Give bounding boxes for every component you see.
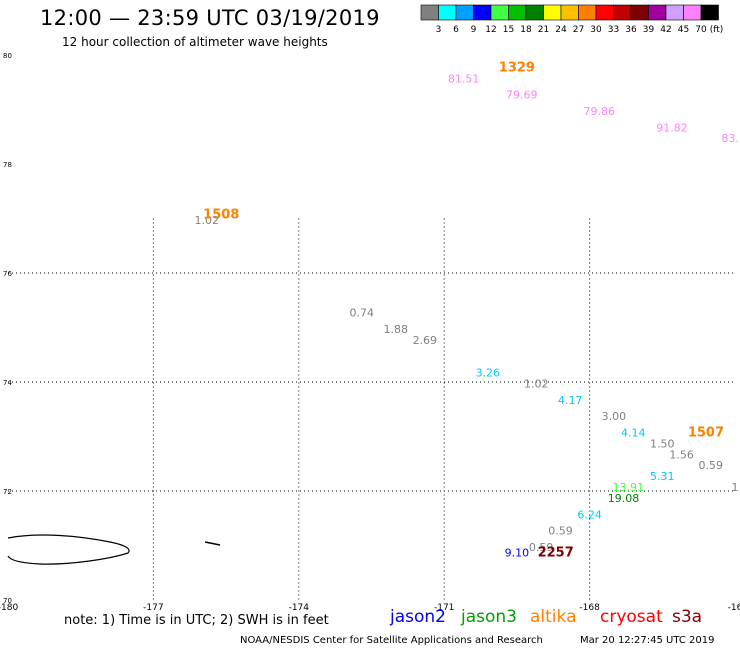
- colorbar-label: 12: [485, 25, 496, 35]
- wave-height-point: 4.14: [621, 427, 646, 440]
- colorbar-label: 45: [678, 25, 689, 35]
- colorbar-label: 24: [555, 25, 567, 35]
- legend-s3a: s3a: [672, 607, 703, 627]
- pass-time-label: 1508: [203, 208, 239, 223]
- x-tick-label: -177: [143, 603, 163, 613]
- wave-height-point: 4.17: [558, 394, 583, 407]
- legend-altika: altika: [530, 607, 577, 627]
- coastline-island: [7, 534, 130, 565]
- colorbar-label: 6: [453, 25, 459, 35]
- wave-height-point: 91.82: [656, 121, 688, 134]
- x-tick-label: -168: [579, 603, 600, 613]
- colorbar-label: 15: [503, 25, 514, 35]
- wave-height-point: 1.50: [650, 437, 675, 450]
- y-tick-label: 78: [3, 161, 12, 169]
- footer-note: note: 1) Time is in UTC; 2) SWH is in fe…: [64, 613, 329, 628]
- wave-height-point: 79.86: [584, 105, 616, 118]
- wave-height-point: 1.02: [194, 214, 219, 227]
- colorbar-label: 3: [436, 25, 442, 35]
- colorbar-label: 9: [471, 25, 477, 35]
- y-tick-label: 72: [3, 488, 12, 496]
- wave-height-point: 3.26: [476, 367, 501, 380]
- colorbar-label: 30: [590, 25, 602, 35]
- legend-jason2: jason2: [390, 607, 446, 627]
- colorbar-label: 27: [573, 25, 584, 35]
- wave-height-point: 1: [732, 481, 739, 494]
- wave-height-point: 0.59: [699, 459, 724, 472]
- colorbar-swatch: [700, 4, 719, 21]
- colorbar-label: 39: [643, 25, 655, 35]
- x-tick-label: -180: [0, 603, 18, 613]
- map-plot: -180 -177 -174 -171 -168 -16 70 72 74 76 78 80 81.51…: [0, 52, 740, 613]
- chart-title: 12:00 — 23:59 UTC 03/19/2019: [40, 6, 380, 30]
- wave-height-point: 2.69: [413, 334, 438, 347]
- colorbar-label: 36: [625, 25, 637, 35]
- wave-height-point: 81.51: [448, 72, 480, 85]
- legend-cryosat: cryosat: [600, 607, 663, 627]
- wave-height-point: 0.74: [350, 307, 375, 320]
- colorbar-label: 33: [608, 25, 619, 35]
- footer-credit: NOAA/NESDIS Center for Satellite Applica…: [240, 635, 543, 646]
- wave-height-point: 5.31: [650, 470, 675, 483]
- wave-height-point: 9.10: [505, 546, 530, 559]
- pass-time-label: 1329: [499, 60, 535, 75]
- wave-height-point: 1.56: [669, 448, 694, 461]
- wave-height-point: 13.91: [613, 481, 645, 494]
- wave-height-point: 0.59: [529, 541, 554, 554]
- colorbar-legend: 3 6 9 12 15 18 21 24 27 30 33 36 39 42 45 70 (ft): [420, 4, 724, 35]
- wave-height-point: 3.00: [602, 410, 627, 423]
- colorbar-unit-label: (ft): [710, 25, 724, 35]
- coastline-islet: [204, 541, 221, 546]
- y-tick-label: 70: [3, 597, 12, 605]
- y-tick-label: 74: [3, 379, 12, 387]
- wave-height-point: 0.59: [548, 525, 573, 538]
- wave-height-point: 1.88: [383, 323, 408, 336]
- x-tick-label: -16: [728, 603, 740, 613]
- y-tick-label: 80: [3, 52, 12, 60]
- wave-height-point: 1.02: [524, 377, 549, 390]
- colorbar-label: 21: [538, 25, 549, 35]
- wave-height-point: 79.69: [506, 89, 538, 102]
- wave-height-point: 83.: [721, 132, 739, 145]
- footer-timestamp: Mar 20 12:27:45 UTC 2019: [580, 635, 715, 646]
- legend-jason3: jason3: [461, 607, 517, 627]
- colorbar-label: 70: [695, 25, 707, 35]
- pass-time-label: 2257: [538, 545, 574, 560]
- x-tick-label: -171: [434, 603, 454, 613]
- pass-time-label: 1507: [688, 426, 724, 441]
- y-tick-label: 76: [3, 270, 12, 278]
- wave-height-point: 6.24: [577, 508, 602, 521]
- colorbar-label: 42: [660, 25, 671, 35]
- x-tick-label: -174: [289, 603, 310, 613]
- colorbar-label: 18: [520, 25, 532, 35]
- chart-subtitle: 12 hour collection of altimeter wave hei…: [62, 35, 328, 49]
- wave-height-point: 19.08: [608, 492, 640, 505]
